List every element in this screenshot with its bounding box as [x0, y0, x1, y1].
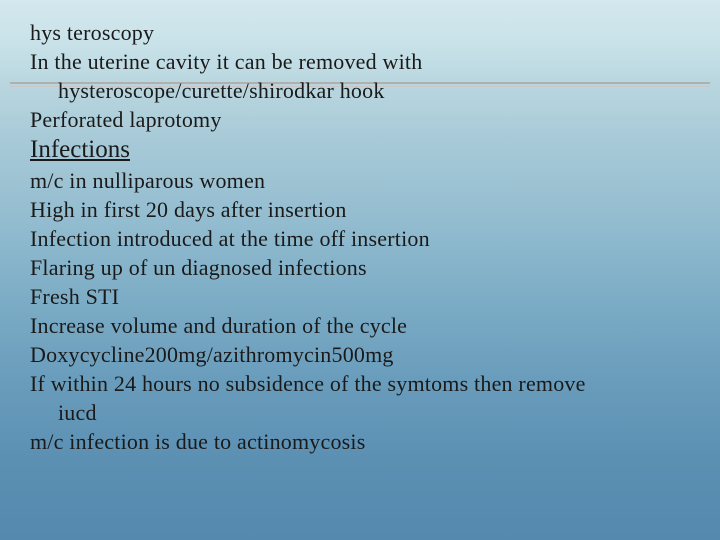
text-line: Infection introduced at the time off ins… — [30, 224, 690, 253]
text-line: If within 24 hours no subsidence of the … — [30, 369, 690, 398]
section-heading: Infections — [30, 136, 690, 164]
text-line: In the uterine cavity it can be removed … — [30, 47, 690, 76]
text-line: Flaring up of un diagnosed infections — [30, 253, 690, 282]
text-line: m/c in nulliparous women — [30, 166, 690, 195]
text-line-indent: hysteroscope/curette/shirodkar hook — [30, 76, 690, 105]
slide-content: hys teroscopy In the uterine cavity it c… — [30, 18, 690, 456]
text-line: High in first 20 days after insertion — [30, 195, 690, 224]
text-line-indent: iucd — [30, 398, 690, 427]
text-line: Doxycycline200mg/azithromycin500mg — [30, 340, 690, 369]
text-line: hys teroscopy — [30, 18, 690, 47]
text-line: Perforated laprotomy — [30, 105, 690, 134]
text-line: Fresh STI — [30, 282, 690, 311]
text-line: m/c infection is due to actinomycosis — [30, 427, 690, 456]
text-line: Increase volume and duration of the cycl… — [30, 311, 690, 340]
